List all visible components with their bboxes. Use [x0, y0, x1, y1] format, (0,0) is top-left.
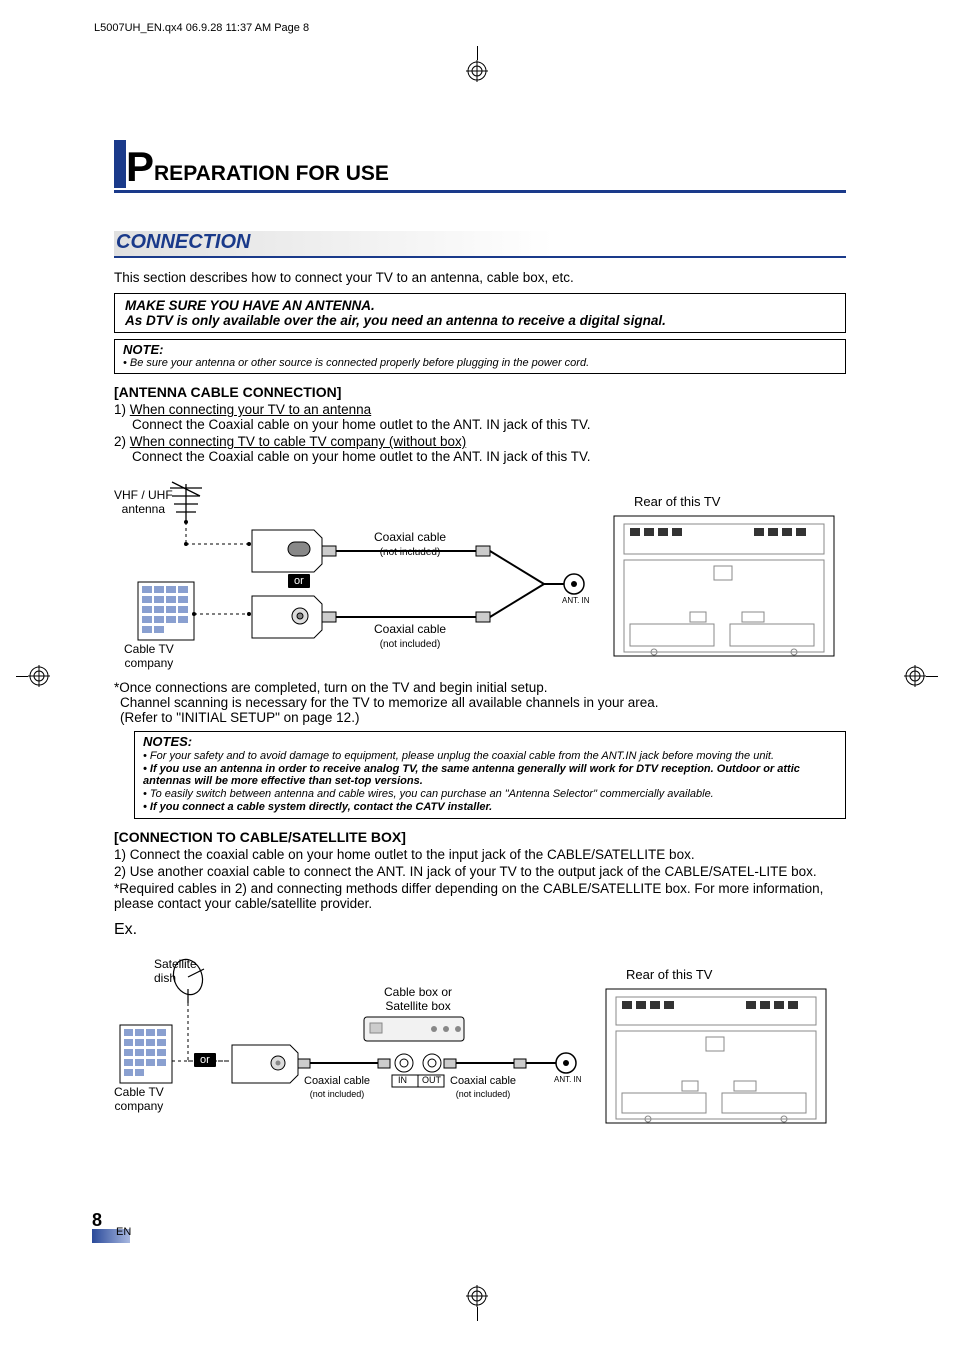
- antenna-step-1: 1) When connecting your TV to an antenna: [114, 402, 846, 417]
- or-badge-2: or: [194, 1053, 216, 1067]
- note-item: • To easily switch between antenna and c…: [143, 788, 837, 800]
- post-diagram-2: Channel scanning is necessary for the TV…: [120, 695, 846, 710]
- coax-label-1: Coaxial cable(not included): [374, 530, 446, 559]
- satellite-label: Satellite dish: [154, 957, 197, 986]
- cable-box-label: Cable box or Satellite box: [384, 985, 452, 1014]
- chapter-text: REPARATION FOR USE: [154, 163, 389, 188]
- vhf-uhf-label: VHF / UHF antenna: [114, 488, 173, 517]
- crop-mark-top: [0, 46, 954, 78]
- callout-line-1: MAKE SURE YOU HAVE AN ANTENNA.: [125, 298, 835, 313]
- crop-mark-bottom: [0, 1289, 954, 1321]
- antenna-subsection: [ANTENNA CABLE CONNECTION]: [114, 384, 846, 400]
- notes2-list: • For your safety and to avoid damage to…: [143, 750, 837, 813]
- callout-line-2: As DTV is only available over the air, y…: [125, 313, 835, 328]
- ant-in-label-1: ANT. IN: [562, 596, 590, 606]
- box-step-2: 2) Use another coaxial cable to connect …: [114, 864, 846, 879]
- example-label: Ex.: [114, 921, 846, 939]
- note-item: • If you use an antenna in order to rece…: [143, 763, 837, 787]
- note-item: • For your safety and to avoid damage to…: [143, 750, 837, 762]
- crop-mark-left: [16, 664, 52, 688]
- cable-tv-label: Cable TV company: [124, 642, 174, 671]
- print-header: L5007UH_EN.qx4 06.9.28 11:37 AM Page 8: [94, 22, 309, 34]
- antenna-step-1-detail: Connect the Coaxial cable on your home o…: [132, 417, 846, 432]
- box-subsection: [CONNECTION TO CABLE/SATELLITE BOX]: [114, 829, 846, 845]
- chapter-title: P REPARATION FOR USE: [114, 140, 846, 193]
- note-text: • Be sure your antenna or other source i…: [123, 357, 837, 369]
- in-label: IN: [398, 1075, 407, 1086]
- notes2-label: NOTES:: [143, 734, 837, 749]
- callout-box: MAKE SURE YOU HAVE AN ANTENNA. As DTV is…: [114, 293, 846, 333]
- coax-label-4: Coaxial cable(not included): [450, 1075, 516, 1101]
- section-title: CONNECTION: [114, 231, 846, 258]
- coax-label-2: Coaxial cable(not included): [374, 622, 446, 651]
- post-diagram-1: *Once connections are completed, turn on…: [114, 680, 846, 695]
- chapter-dropcap: P: [126, 146, 154, 188]
- coax-label-3: Coaxial cable(not included): [304, 1075, 370, 1101]
- post-diagram-3: (Refer to "INITIAL SETUP" on page 12.): [120, 710, 846, 725]
- or-badge-1: or: [288, 574, 310, 588]
- accent-bar: [114, 140, 126, 188]
- ant-in-label-2: ANT. IN: [554, 1075, 582, 1085]
- note-label: NOTE:: [123, 342, 837, 357]
- rear-label-1: Rear of this TV: [634, 494, 720, 510]
- out-label: OUT: [422, 1075, 441, 1086]
- note-box-1: NOTE: • Be sure your antenna or other so…: [114, 339, 846, 374]
- crop-mark-right: [902, 664, 938, 688]
- page-number: 8 EN: [92, 1210, 130, 1243]
- antenna-step-2: 2) When connecting TV to cable TV compan…: [114, 434, 846, 449]
- note-item: • If you connect a cable system directly…: [143, 801, 837, 813]
- diagram-antenna: VHF / UHF antenna Cable TV company or Co…: [114, 474, 846, 674]
- box-star: *Required cables in 2) and connecting me…: [114, 881, 846, 911]
- page-lang: EN: [116, 1226, 131, 1238]
- antenna-step-2-detail: Connect the Coaxial cable on your home o…: [132, 449, 846, 464]
- cable-tv-label-2: Cable TV company: [114, 1085, 164, 1114]
- diagram-cablebox: Satellite dish Cable TV company or Cable…: [114, 949, 846, 1129]
- rear-label-2: Rear of this TV: [626, 967, 712, 983]
- intro-text: This section describes how to connect yo…: [114, 270, 846, 285]
- box-step-1: 1) Connect the coaxial cable on your hom…: [114, 847, 846, 862]
- page-content: P REPARATION FOR USE CONNECTION This sec…: [114, 140, 846, 1129]
- note-box-2: NOTES: • For your safety and to avoid da…: [134, 731, 846, 819]
